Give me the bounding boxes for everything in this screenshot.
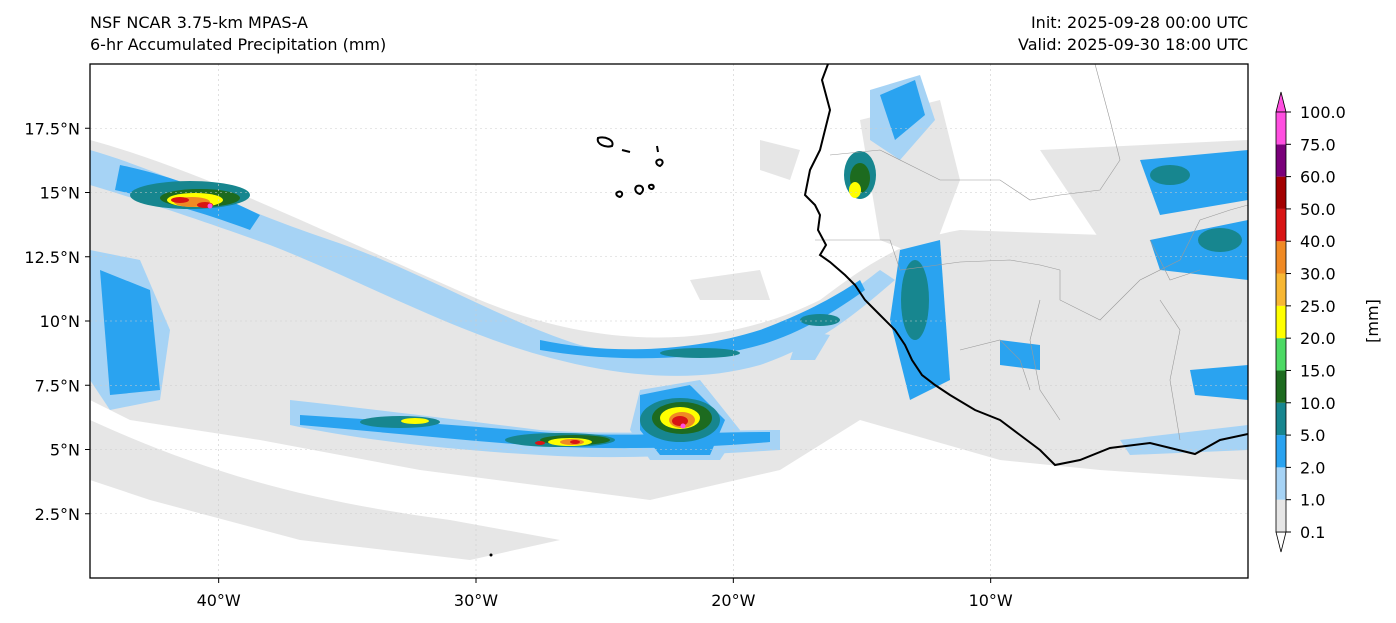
colorbar-tick-label: 5.0 (1300, 426, 1325, 445)
colorbar-swatch (1276, 370, 1286, 403)
lat-tick-label: 17.5°N (24, 119, 80, 138)
lon-tick-label: 30°W (454, 591, 498, 610)
colorbar-swatch (1276, 499, 1286, 532)
graticule (90, 64, 1248, 578)
model-name: NSF NCAR 3.75-km MPAS-A (90, 13, 308, 32)
valid-time: Valid: 2025-09-30 18:00 UTC (1017, 35, 1248, 54)
island-dot (489, 553, 493, 557)
colorbar-swatch (1276, 402, 1286, 436)
field-name: 6-hr Accumulated Precipitation (mm) (90, 35, 387, 54)
lat-tick-label: 12.5°N (24, 248, 80, 267)
lat-tick-label: 15°N (40, 184, 80, 203)
colorbar-extend-low (1275, 531, 1287, 553)
colorbar-tick-label: 10.0 (1300, 394, 1336, 413)
colorbar-swatch (1276, 435, 1286, 468)
colorbar-extend-high (1275, 91, 1287, 113)
precip-extreme-cells (171, 197, 688, 445)
colorbar-tick-label: 100.0 (1300, 103, 1346, 122)
colorbar-swatch (1276, 176, 1286, 209)
latitude-axis: 17.5°N 15°N 12.5°N 10°N 7.5°N 5°N 2.5°N (24, 119, 90, 524)
longitude-axis: 40°W 30°W 20°W 10°W (197, 578, 1013, 610)
lon-tick-label: 40°W (197, 591, 241, 610)
lat-tick-label: 10°N (40, 312, 80, 331)
lat-tick-label: 2.5°N (35, 505, 80, 524)
lat-tick-label: 7.5°N (35, 376, 80, 395)
lat-tick-label: 5°N (50, 441, 80, 460)
colorbar-tick-label: 50.0 (1300, 200, 1336, 219)
colorbar-tick-label: 75.0 (1300, 135, 1336, 154)
colorbar-tick-label: 30.0 (1300, 265, 1336, 284)
colorbar-tick-label: 0.1 (1300, 523, 1325, 542)
colorbar-swatch (1276, 273, 1286, 306)
colorbar-frame (1275, 111, 1287, 533)
precip-field (90, 64, 1248, 578)
colorbar-swatch (1276, 338, 1286, 371)
precip-peak-cells (207, 203, 686, 429)
colorbar-swatch (1276, 305, 1286, 339)
title-left: NSF NCAR 3.75-km MPAS-A 6-hr Accumulated… (90, 12, 386, 56)
colorbar-tick-label: 2.0 (1300, 458, 1325, 477)
colorbar: 0.1 1.0 2.0 5.0 10.0 15.0 20.0 25.0 30.0 40.0 50.0… (1275, 91, 1346, 553)
colorbar-swatch (1276, 208, 1286, 242)
title-right: Init: 2025-09-28 00:00 UTC Valid: 2025-0… (1018, 12, 1248, 56)
colorbar-swatch (1276, 241, 1286, 274)
lon-tick-label: 20°W (711, 591, 755, 610)
lon-tick-label: 10°W (969, 591, 1013, 610)
colorbar-tick-label: 60.0 (1300, 168, 1336, 187)
country-borders (815, 64, 1248, 441)
colorbar-tick-label: 1.0 (1300, 491, 1325, 510)
colorbar-swatch (1276, 112, 1286, 145)
colorbar-unit-label: [mm] (1363, 299, 1382, 343)
colorbar-swatch (1276, 144, 1286, 177)
colorbar-swatch (1276, 467, 1286, 500)
coastline (596, 64, 1248, 467)
init-time: Init: 2025-09-28 00:00 UTC (1030, 13, 1248, 32)
colorbar-tick-label: 20.0 (1300, 329, 1336, 348)
colorbar-tick-label: 25.0 (1300, 297, 1336, 316)
colorbar-tick-label: 15.0 (1300, 361, 1336, 380)
colorbar-tick-label: 40.0 (1300, 232, 1336, 251)
